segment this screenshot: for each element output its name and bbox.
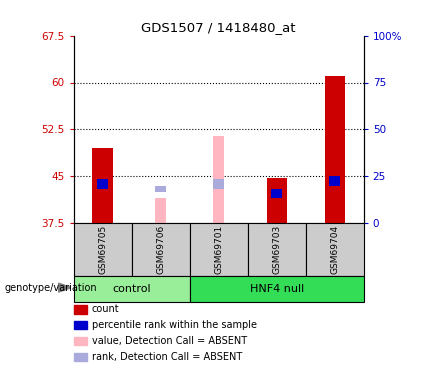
Text: genotype/variation: genotype/variation	[4, 283, 97, 292]
Bar	[97, 179, 108, 189]
Text: count: count	[92, 304, 120, 314]
Bar	[213, 136, 224, 223]
Polygon shape	[58, 283, 71, 292]
Text: HNF4 null: HNF4 null	[249, 284, 304, 294]
Text: GSM69704: GSM69704	[330, 225, 339, 274]
Bar	[248, 223, 306, 276]
Bar	[155, 186, 166, 192]
Bar	[267, 177, 287, 223]
Bar	[271, 189, 282, 198]
Text: GSM69703: GSM69703	[272, 225, 281, 274]
Bar	[190, 223, 248, 276]
Bar	[325, 76, 345, 223]
Text: GSM69701: GSM69701	[214, 225, 223, 274]
Bar	[213, 179, 224, 189]
Text: percentile rank within the sample: percentile rank within the sample	[92, 320, 257, 330]
Bar	[132, 223, 190, 276]
Text: GSM69705: GSM69705	[98, 225, 107, 274]
Text: GSM69706: GSM69706	[156, 225, 165, 274]
Bar	[74, 276, 190, 302]
Bar	[74, 223, 132, 276]
Bar	[306, 223, 364, 276]
Text: control: control	[112, 284, 151, 294]
Bar	[155, 198, 166, 223]
Text: value, Detection Call = ABSENT: value, Detection Call = ABSENT	[92, 336, 247, 346]
Text: rank, Detection Call = ABSENT: rank, Detection Call = ABSENT	[92, 352, 242, 362]
Bar	[330, 176, 340, 186]
Title: GDS1507 / 1418480_at: GDS1507 / 1418480_at	[142, 21, 296, 34]
Bar	[190, 276, 364, 302]
Bar	[93, 148, 113, 223]
